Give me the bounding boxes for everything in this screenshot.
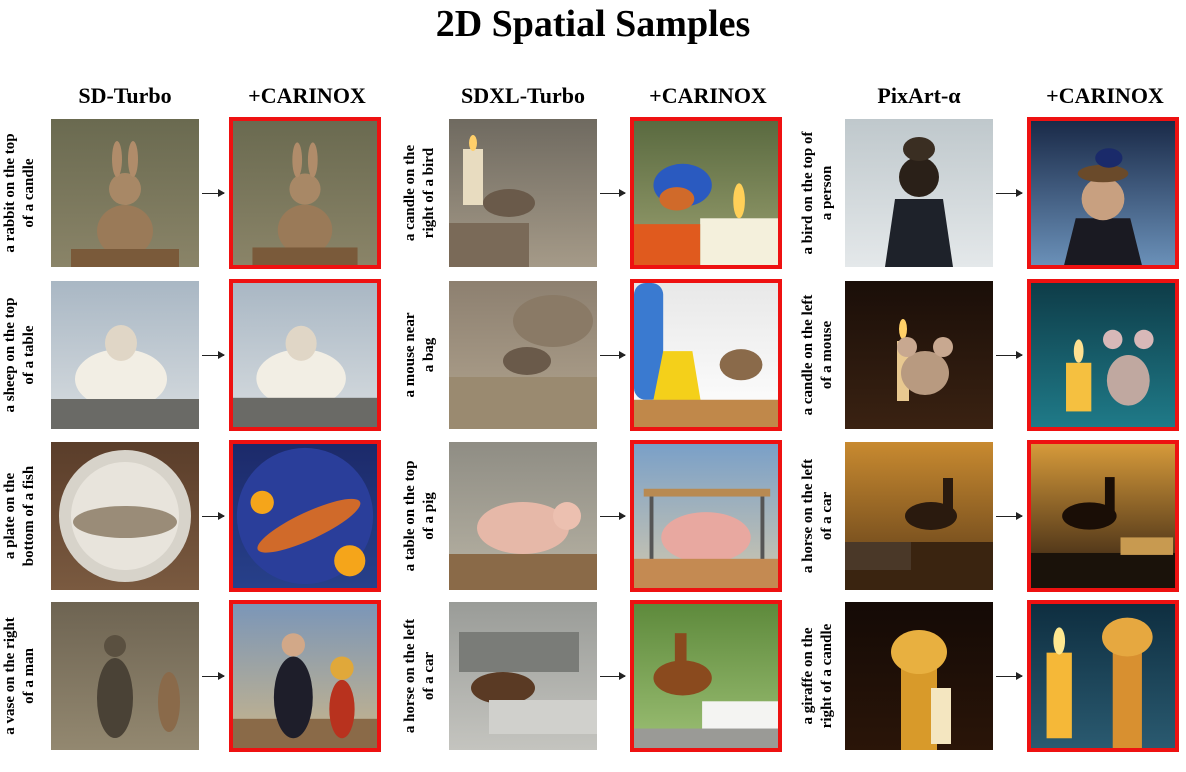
carinox-sample-image (630, 600, 782, 752)
row-prompt: a horse on the left of a car (796, 441, 840, 591)
column-header-carinox: +CARINOX (649, 83, 767, 108)
prompt-line: of a candle (21, 158, 37, 228)
arrow-icon (600, 672, 626, 680)
prompt-line: a horse on the left (402, 618, 418, 734)
prompt-line: of a car (421, 651, 437, 701)
prompt-line: a plate on the (2, 472, 18, 560)
baseline-sample-image (51, 442, 199, 590)
row-prompt: a bird on the top of a person (796, 118, 840, 268)
prompt-line: a mouse near (402, 312, 418, 398)
baseline-sample-image (845, 119, 993, 267)
arrow-icon (202, 351, 225, 359)
baseline-sample-image (449, 281, 597, 429)
row-prompt: a rabbit on the top of a candle (0, 118, 42, 268)
arrow-icon (996, 512, 1023, 520)
arrow-icon (600, 189, 626, 197)
baseline-sample-image (845, 281, 993, 429)
carinox-sample-image (630, 440, 782, 592)
baseline-sample-image (51, 281, 199, 429)
baseline-sample-image (51, 602, 199, 750)
column-header-carinox: +CARINOX (1046, 83, 1164, 108)
prompt-line: a candle on the left (800, 294, 816, 416)
arrow-icon (996, 672, 1023, 680)
prompt-line: of a pig (421, 492, 437, 540)
arrow-icon (202, 189, 225, 197)
carinox-sample-image (229, 117, 381, 269)
row-prompt: a sheep on the top of a table (0, 280, 42, 430)
arrow-icon (600, 351, 626, 359)
carinox-sample-image (1027, 600, 1179, 752)
column-header-base-model: PixArt-α (877, 83, 961, 108)
prompt-line: a giraffe on the (800, 627, 816, 725)
prompt-line: of a mouse (819, 320, 835, 390)
arrow-icon (202, 512, 225, 520)
column-header-base-model: SD-Turbo (78, 83, 172, 108)
column-header-base-model: SDXL-Turbo (461, 83, 585, 108)
carinox-sample-image (229, 600, 381, 752)
prompt-line: a vase on the right (2, 617, 18, 735)
prompt-line: of a man (21, 648, 37, 704)
prompt-line: of a car (819, 491, 835, 541)
row-prompt: a table on the top of a pig (398, 441, 442, 591)
row-prompt: a horse on the left of a car (398, 601, 442, 751)
carinox-sample-image (630, 279, 782, 431)
prompt-line: a candle on the (402, 144, 418, 242)
prompt-line: a sheep on the top (2, 297, 18, 413)
prompt-line: a bird on the top of (800, 131, 816, 255)
carinox-sample-image (1027, 440, 1179, 592)
row-prompt: a plate on the bottom of a fish (0, 441, 42, 591)
row-prompt: a candle on the left of a mouse (796, 280, 840, 430)
row-prompt: a vase on the right of a man (0, 601, 42, 751)
baseline-sample-image (449, 602, 597, 750)
prompt-line: of a table (21, 325, 37, 385)
arrow-icon (996, 351, 1023, 359)
baseline-sample-image (51, 119, 199, 267)
prompt-line: right of a bird (421, 147, 437, 239)
carinox-sample-image (229, 440, 381, 592)
baseline-sample-image (449, 442, 597, 590)
prompt-line: a rabbit on the top (2, 133, 18, 253)
arrow-icon (202, 672, 225, 680)
row-prompt: a mouse near a bag (398, 280, 442, 430)
prompt-line: a person (819, 165, 835, 221)
prompt-line: a horse on the left (800, 458, 816, 574)
carinox-sample-image (1027, 279, 1179, 431)
row-prompt: a candle on the right of a bird (398, 118, 442, 268)
arrow-icon (996, 189, 1023, 197)
prompt-line: a table on the top (402, 460, 418, 572)
row-prompt: a giraffe on the right of a candle (796, 601, 840, 751)
prompt-line: a bag (421, 337, 437, 373)
carinox-sample-image (630, 117, 782, 269)
carinox-sample-image (229, 279, 381, 431)
column-header-carinox: +CARINOX (248, 83, 366, 108)
baseline-sample-image (845, 602, 993, 750)
arrow-icon (600, 512, 626, 520)
prompt-line: bottom of a fish (21, 465, 37, 567)
figure-title: 2D Spatial Samples (435, 3, 751, 45)
prompt-line: right of a candle (819, 623, 835, 729)
baseline-sample-image (845, 442, 993, 590)
carinox-sample-image (1027, 117, 1179, 269)
baseline-sample-image (449, 119, 597, 267)
